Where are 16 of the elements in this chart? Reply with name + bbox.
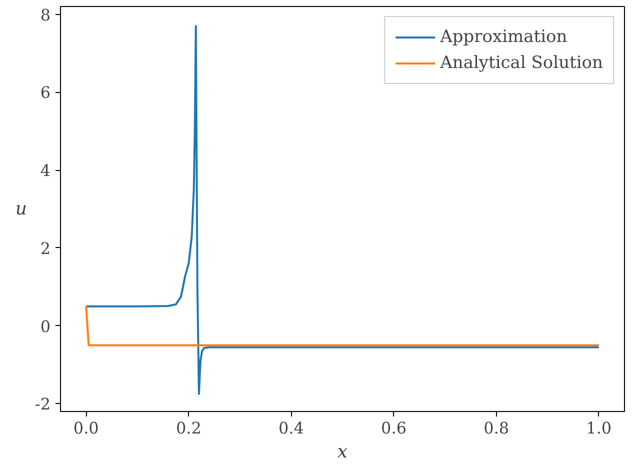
x-tick-label: 0.8: [484, 418, 510, 438]
y-axis-title: u: [15, 198, 27, 220]
x-tick-label: 0.6: [381, 418, 407, 438]
x-tick-label: 0.0: [73, 418, 99, 438]
x-tick-label: 1.0: [586, 418, 612, 438]
y-tick-label: 0: [40, 316, 51, 336]
x-tick-label: 0.2: [176, 418, 202, 438]
y-tick-label: 2: [40, 238, 51, 258]
legend-label: Analytical Solution: [440, 53, 603, 73]
x-axis-title: x: [337, 442, 348, 462]
legend-label: Approximation: [440, 27, 568, 47]
y-tick-label: 4: [40, 161, 51, 180]
y-tick-label: 6: [40, 83, 51, 102]
y-tick-label: 8: [40, 5, 51, 24]
x-tick-label: 0.4: [278, 418, 304, 438]
y-tick-label: -2: [34, 394, 51, 414]
